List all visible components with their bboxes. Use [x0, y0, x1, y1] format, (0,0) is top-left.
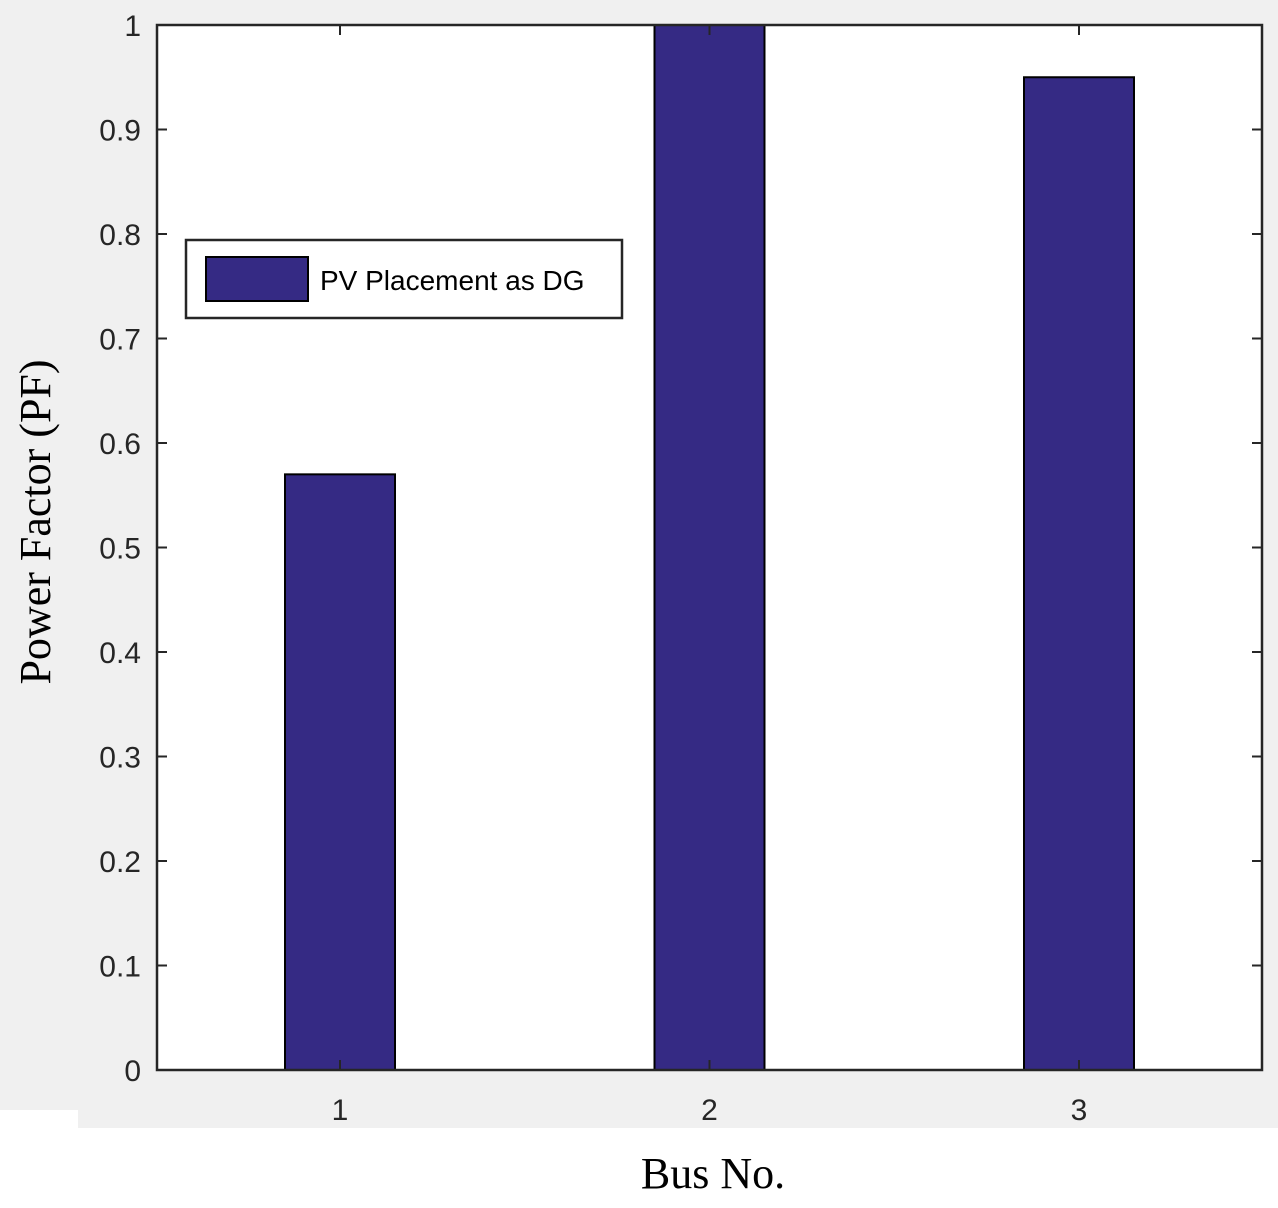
- y-tick-label: 0.4: [99, 637, 141, 670]
- bar-bus-1: [284, 473, 396, 1072]
- legend-swatch: [205, 256, 309, 302]
- y-tick-label: 0.1: [99, 951, 141, 984]
- x-tick-label: 1: [332, 1094, 349, 1127]
- y-tick-label: 0.2: [99, 846, 141, 879]
- bar-bus-3: [1023, 76, 1135, 1071]
- legend-label: PV Placement as DG: [320, 265, 585, 296]
- x-tick-label: 3: [1071, 1094, 1088, 1127]
- y-tick-label: 0.6: [99, 428, 141, 461]
- y-tick-label: 0.5: [99, 533, 141, 566]
- y-tick-label: 0: [124, 1055, 141, 1088]
- y-tick-label: 0.9: [99, 115, 141, 148]
- y-tick-label: 0.3: [99, 742, 141, 775]
- axes-frame: [155, 23, 1264, 1072]
- bars-group: [284, 24, 1135, 1072]
- x-axis-ticks: 1 2 3: [332, 25, 1088, 1127]
- figure-background-left: [0, 0, 78, 1110]
- x-axis-title: Bus No.: [641, 1149, 785, 1198]
- bar-bus-2: [653, 24, 766, 1071]
- y-axis-title: Power Factor (PF): [11, 359, 60, 684]
- legend: PV Placement as DG: [184, 238, 624, 320]
- y-tick-label: 0.7: [99, 324, 141, 357]
- y-tick-label: 0.8: [99, 219, 141, 252]
- y-tick-label: 1: [124, 10, 141, 43]
- x-tick-label: 2: [701, 1094, 718, 1127]
